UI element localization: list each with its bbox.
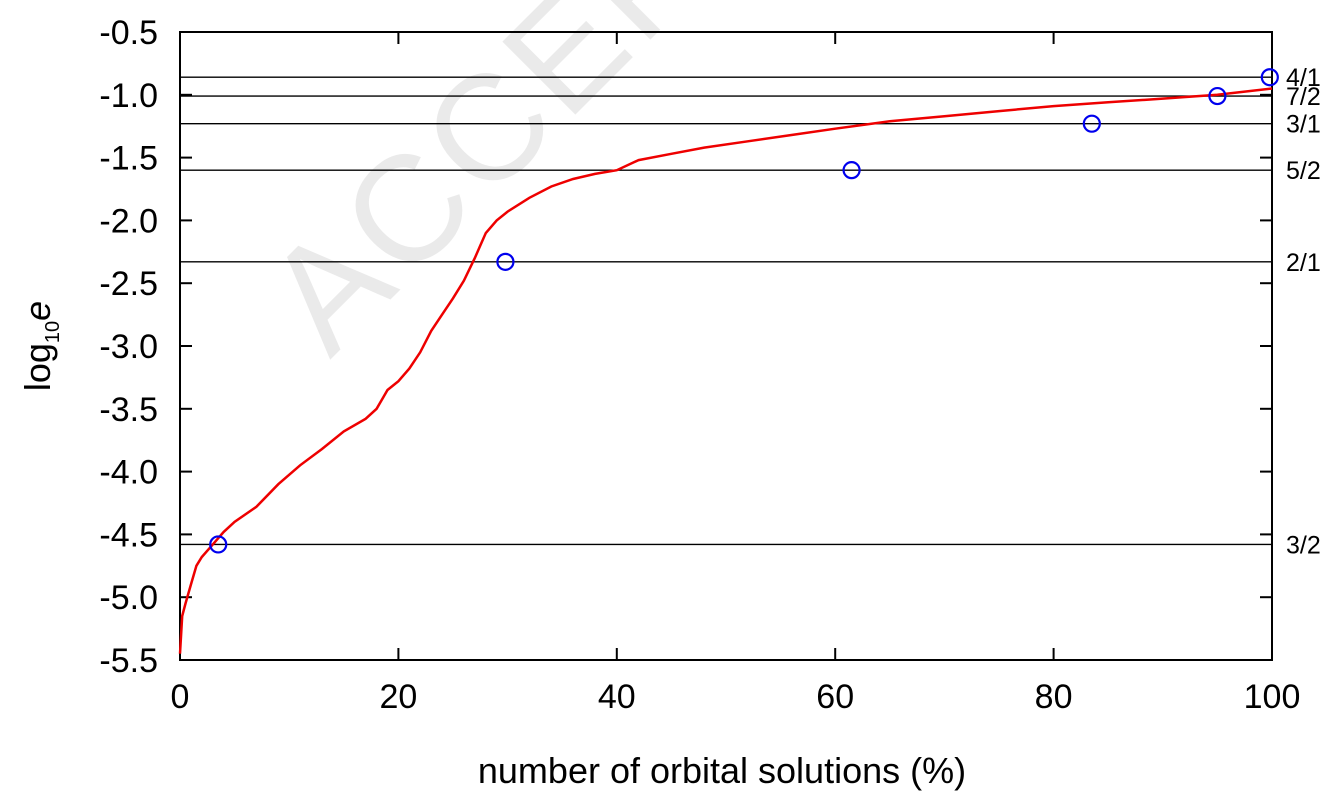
x-tick-label: 20 (379, 678, 417, 716)
reference-lines (180, 76, 1272, 546)
x-tick-label: 40 (598, 678, 636, 716)
x-tick-label: 100 (1244, 678, 1301, 716)
y-axis-label-main: log (17, 343, 58, 391)
reference-line-label: 4/1 (1286, 64, 1321, 92)
x-axis-label: number of orbital solutions (%) (478, 750, 966, 791)
series-marker (842, 161, 861, 180)
reference-line-label: 3/2 (1286, 531, 1321, 559)
series-marker (209, 535, 228, 554)
y-axis-label: log10e (17, 301, 64, 391)
series-marker (1260, 68, 1279, 87)
x-tick-label: 0 (171, 678, 190, 716)
series-curve (178, 87, 1273, 654)
y-tick-label: -2.0 (99, 202, 158, 240)
reference-line-label: 2/1 (1286, 249, 1321, 277)
reference-line-label: 3/1 (1286, 111, 1321, 139)
series-marker (1082, 114, 1101, 133)
x-tick-label: 80 (1035, 678, 1073, 716)
series-marker (1208, 86, 1227, 106)
series-marker (496, 252, 515, 271)
y-tick-label: -0.5 (99, 14, 158, 52)
y-tick-label: -1.0 (99, 77, 158, 115)
y-tick-label: -4.5 (99, 516, 158, 554)
y-tick-label: -5.0 (99, 579, 158, 617)
reference-line-label: 7/2 (1286, 83, 1321, 111)
y-tick-label: -2.5 (99, 265, 158, 303)
y-tick-label: -3.0 (99, 328, 158, 366)
reference-line-label: 5/2 (1286, 157, 1321, 185)
y-axis-label-subscript: 10 (42, 321, 64, 343)
y-tick-label: -4.0 (99, 454, 158, 492)
series-markers (209, 68, 1279, 554)
watermark-text: ACCEPTED (234, 0, 964, 383)
y-tick-label: -5.5 (99, 642, 158, 680)
y-tick-label: -3.5 (99, 391, 158, 429)
y-tick-label: -1.5 (99, 140, 158, 178)
y-axis-label-variable: e (17, 301, 58, 321)
axis-ticks: 0 20 40 60 80 100 -0.5 -1.0 -1.5 -2.0 -2.5 -3.0 -3.5… (99, 14, 1300, 716)
reference-line-labels: 4/17/23/1 5/2 2/1 3/2 (1286, 64, 1321, 559)
x-tick-label: 60 (816, 678, 854, 716)
